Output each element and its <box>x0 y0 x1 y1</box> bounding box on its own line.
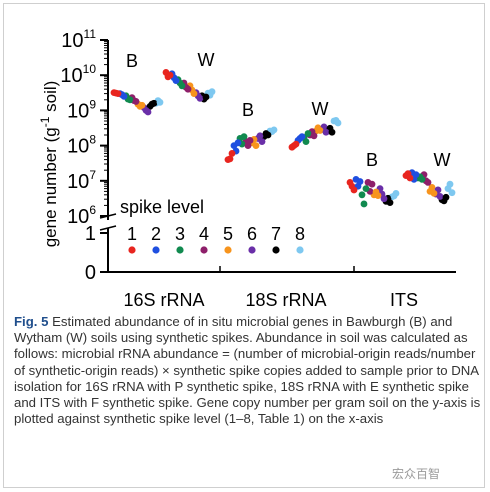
data-point <box>264 131 272 139</box>
data-point <box>144 108 152 116</box>
data-point <box>368 180 376 188</box>
data-point <box>442 193 450 201</box>
data-point <box>172 77 180 85</box>
legend-swatch <box>272 246 280 254</box>
data-point <box>424 179 432 186</box>
data-point <box>150 99 158 107</box>
data-point <box>190 90 198 98</box>
data-point <box>316 127 324 134</box>
data-point <box>252 142 260 150</box>
data-point <box>156 98 164 106</box>
data-point <box>240 133 248 141</box>
legend-item-label: 5 <box>223 224 233 244</box>
data-point <box>436 193 444 200</box>
data-point <box>362 185 370 193</box>
y-tick-label: 108 <box>67 133 96 158</box>
soil-group-label: W <box>198 50 215 70</box>
legend-swatch <box>176 246 184 254</box>
y-axis-title: gene number (g-1 soil) <box>38 81 60 248</box>
legend-title: spike level <box>120 197 204 217</box>
axis-break-mark <box>99 225 117 231</box>
data-point <box>126 96 134 104</box>
y-tick-label: 1011 <box>61 27 96 52</box>
data-point <box>358 191 366 199</box>
y-tick-label: 1 <box>85 223 96 245</box>
x-category-label: 16S rRNA <box>123 290 204 310</box>
chart: 106 107 108 109 1010 1011 1 0 gene number (g-1 s… <box>38 27 456 310</box>
data-point <box>430 189 438 197</box>
legend-item-label: 1 <box>127 224 137 244</box>
legend-swatch <box>200 246 208 254</box>
soil-group-label: B <box>126 51 138 71</box>
data-point <box>350 186 358 194</box>
data-point <box>356 178 364 185</box>
data-point <box>334 119 342 127</box>
legend-swatch <box>248 246 256 254</box>
soil-group-label: W <box>434 150 451 170</box>
data-point <box>322 128 330 136</box>
data-point <box>258 138 266 145</box>
data-point <box>138 101 146 109</box>
data-point <box>374 192 382 199</box>
data-point <box>328 128 336 136</box>
data-point <box>406 174 414 182</box>
legend-item-label: 2 <box>151 224 161 244</box>
data-point <box>166 71 174 79</box>
soil-group-label: B <box>242 100 254 120</box>
data-point <box>246 137 254 144</box>
legend-swatch <box>296 246 304 254</box>
data-point <box>208 88 216 96</box>
data-point <box>234 139 242 147</box>
data-point <box>202 93 210 101</box>
legend-swatch <box>152 246 160 254</box>
legend-item-label: 3 <box>175 224 185 244</box>
x-category-label: ITS <box>390 290 418 310</box>
data-point <box>310 132 318 140</box>
data-point <box>178 82 186 90</box>
data-point <box>360 200 368 208</box>
data-point <box>418 175 426 183</box>
data-point <box>304 130 312 137</box>
legend-item-label: 7 <box>271 224 281 244</box>
soil-group-label: B <box>366 150 378 170</box>
y-tick-label: 106 <box>67 203 96 228</box>
soil-group-label: W <box>312 99 329 119</box>
figure-frame: 106 107 108 109 1010 1011 1 0 gene number (g-1 s… <box>3 3 485 488</box>
legend-swatch <box>224 246 232 254</box>
data-point <box>270 126 278 134</box>
data-point <box>428 183 436 191</box>
data-point <box>392 189 400 197</box>
legend-swatch <box>128 246 136 254</box>
data-point <box>226 155 234 163</box>
data-point <box>184 85 192 93</box>
data-point <box>196 94 204 102</box>
data-point <box>386 199 394 207</box>
data-point <box>292 140 300 148</box>
data-point <box>412 171 420 179</box>
data-point <box>228 150 236 157</box>
y-tick-label: 0 <box>85 262 96 284</box>
data-point <box>380 195 388 203</box>
figure-caption: Fig. 5 Estimated abundance of in situ mi… <box>14 314 484 427</box>
data-point <box>244 142 252 150</box>
data-point <box>132 98 140 105</box>
caption-label: Fig. 5 <box>14 314 49 329</box>
data-point <box>302 138 310 145</box>
watermark-text: 宏众百智 <box>392 467 441 481</box>
data-point <box>446 180 454 188</box>
data-point <box>298 133 306 141</box>
caption-text: Estimated abundance of in situ microbial… <box>14 314 481 427</box>
x-category-label: 18S rRNA <box>245 290 326 310</box>
y-tick-label: 1010 <box>60 62 96 87</box>
y-tick-label: 109 <box>67 97 96 122</box>
data-point <box>120 92 128 100</box>
legend-item-label: 8 <box>295 224 305 244</box>
data-point <box>114 90 122 98</box>
data-point <box>448 189 456 197</box>
legend-item-label: 4 <box>199 224 209 244</box>
legend-item-label: 6 <box>247 224 257 244</box>
y-tick-label: 107 <box>67 168 96 193</box>
data-point <box>256 132 264 140</box>
